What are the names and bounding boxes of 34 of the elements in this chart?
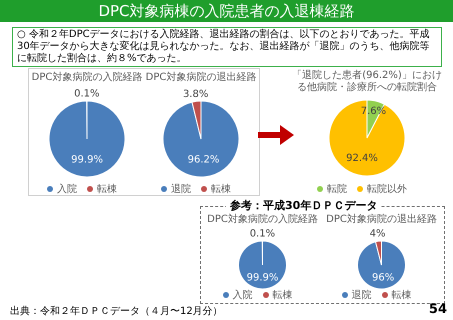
legend-label: 転棟 bbox=[97, 184, 117, 195]
data-label: 96.2% bbox=[188, 154, 220, 166]
pie-slice bbox=[238, 240, 287, 290]
data-label: 99.9% bbox=[71, 154, 103, 166]
text: 54 bbox=[428, 302, 447, 318]
chart-title: 「退院した患者(96.2%)」における他病院・診療所への転院割合 bbox=[292, 70, 442, 95]
text: ○ 令和２年DPCデータにおける入院経路、退出経路の割合は、以下のとおりであった。平成30年データから大きな変化は見られなかった。なお、退出経路が「退院」のうち、他病院等に転院した割合は、約８%であった。 bbox=[12, 27, 442, 67]
chart-title: DPC対象病院の入院経路 bbox=[30, 72, 144, 85]
text: DPC対象病棟の入院患者の入退棟経路 bbox=[0, 0, 453, 22]
legend-label: 転院 bbox=[327, 184, 347, 195]
legend-label: 転棟 bbox=[211, 184, 231, 195]
data-label: 4% bbox=[370, 228, 386, 240]
legend-label: 転院以外 bbox=[367, 184, 407, 195]
chart-title: DPC対象病院の退出経路 bbox=[325, 214, 438, 226]
pie-slice bbox=[162, 100, 240, 178]
chart-title: DPC対象病院の退出経路 bbox=[144, 72, 258, 85]
pie-slice bbox=[328, 100, 406, 176]
data-label: 0.1% bbox=[74, 88, 100, 100]
legend-label: 転棟 bbox=[392, 290, 412, 301]
data-label: 99.9% bbox=[246, 272, 278, 284]
pie-slice bbox=[357, 240, 406, 290]
data-label: 92.4% bbox=[346, 152, 378, 164]
chart-title: DPC対象病院の入院経路 bbox=[206, 214, 319, 226]
legend-label: 退院 bbox=[171, 184, 191, 195]
data-label: 0.1% bbox=[250, 228, 276, 240]
text: 参考：平成30年ＤＰＣデータ bbox=[226, 199, 382, 213]
pie-slice bbox=[48, 100, 126, 178]
legend-label: 転棟 bbox=[272, 290, 292, 301]
legend-label: 退院 bbox=[352, 290, 372, 301]
data-label: 3.8% bbox=[182, 88, 208, 100]
data-label: 96% bbox=[372, 272, 394, 284]
source-note: 出典：令和２年ＤＰＣデータ（４月〜12月分） bbox=[10, 306, 223, 318]
legend-label: 入院 bbox=[57, 184, 77, 195]
legend-label: 入院 bbox=[232, 290, 252, 301]
